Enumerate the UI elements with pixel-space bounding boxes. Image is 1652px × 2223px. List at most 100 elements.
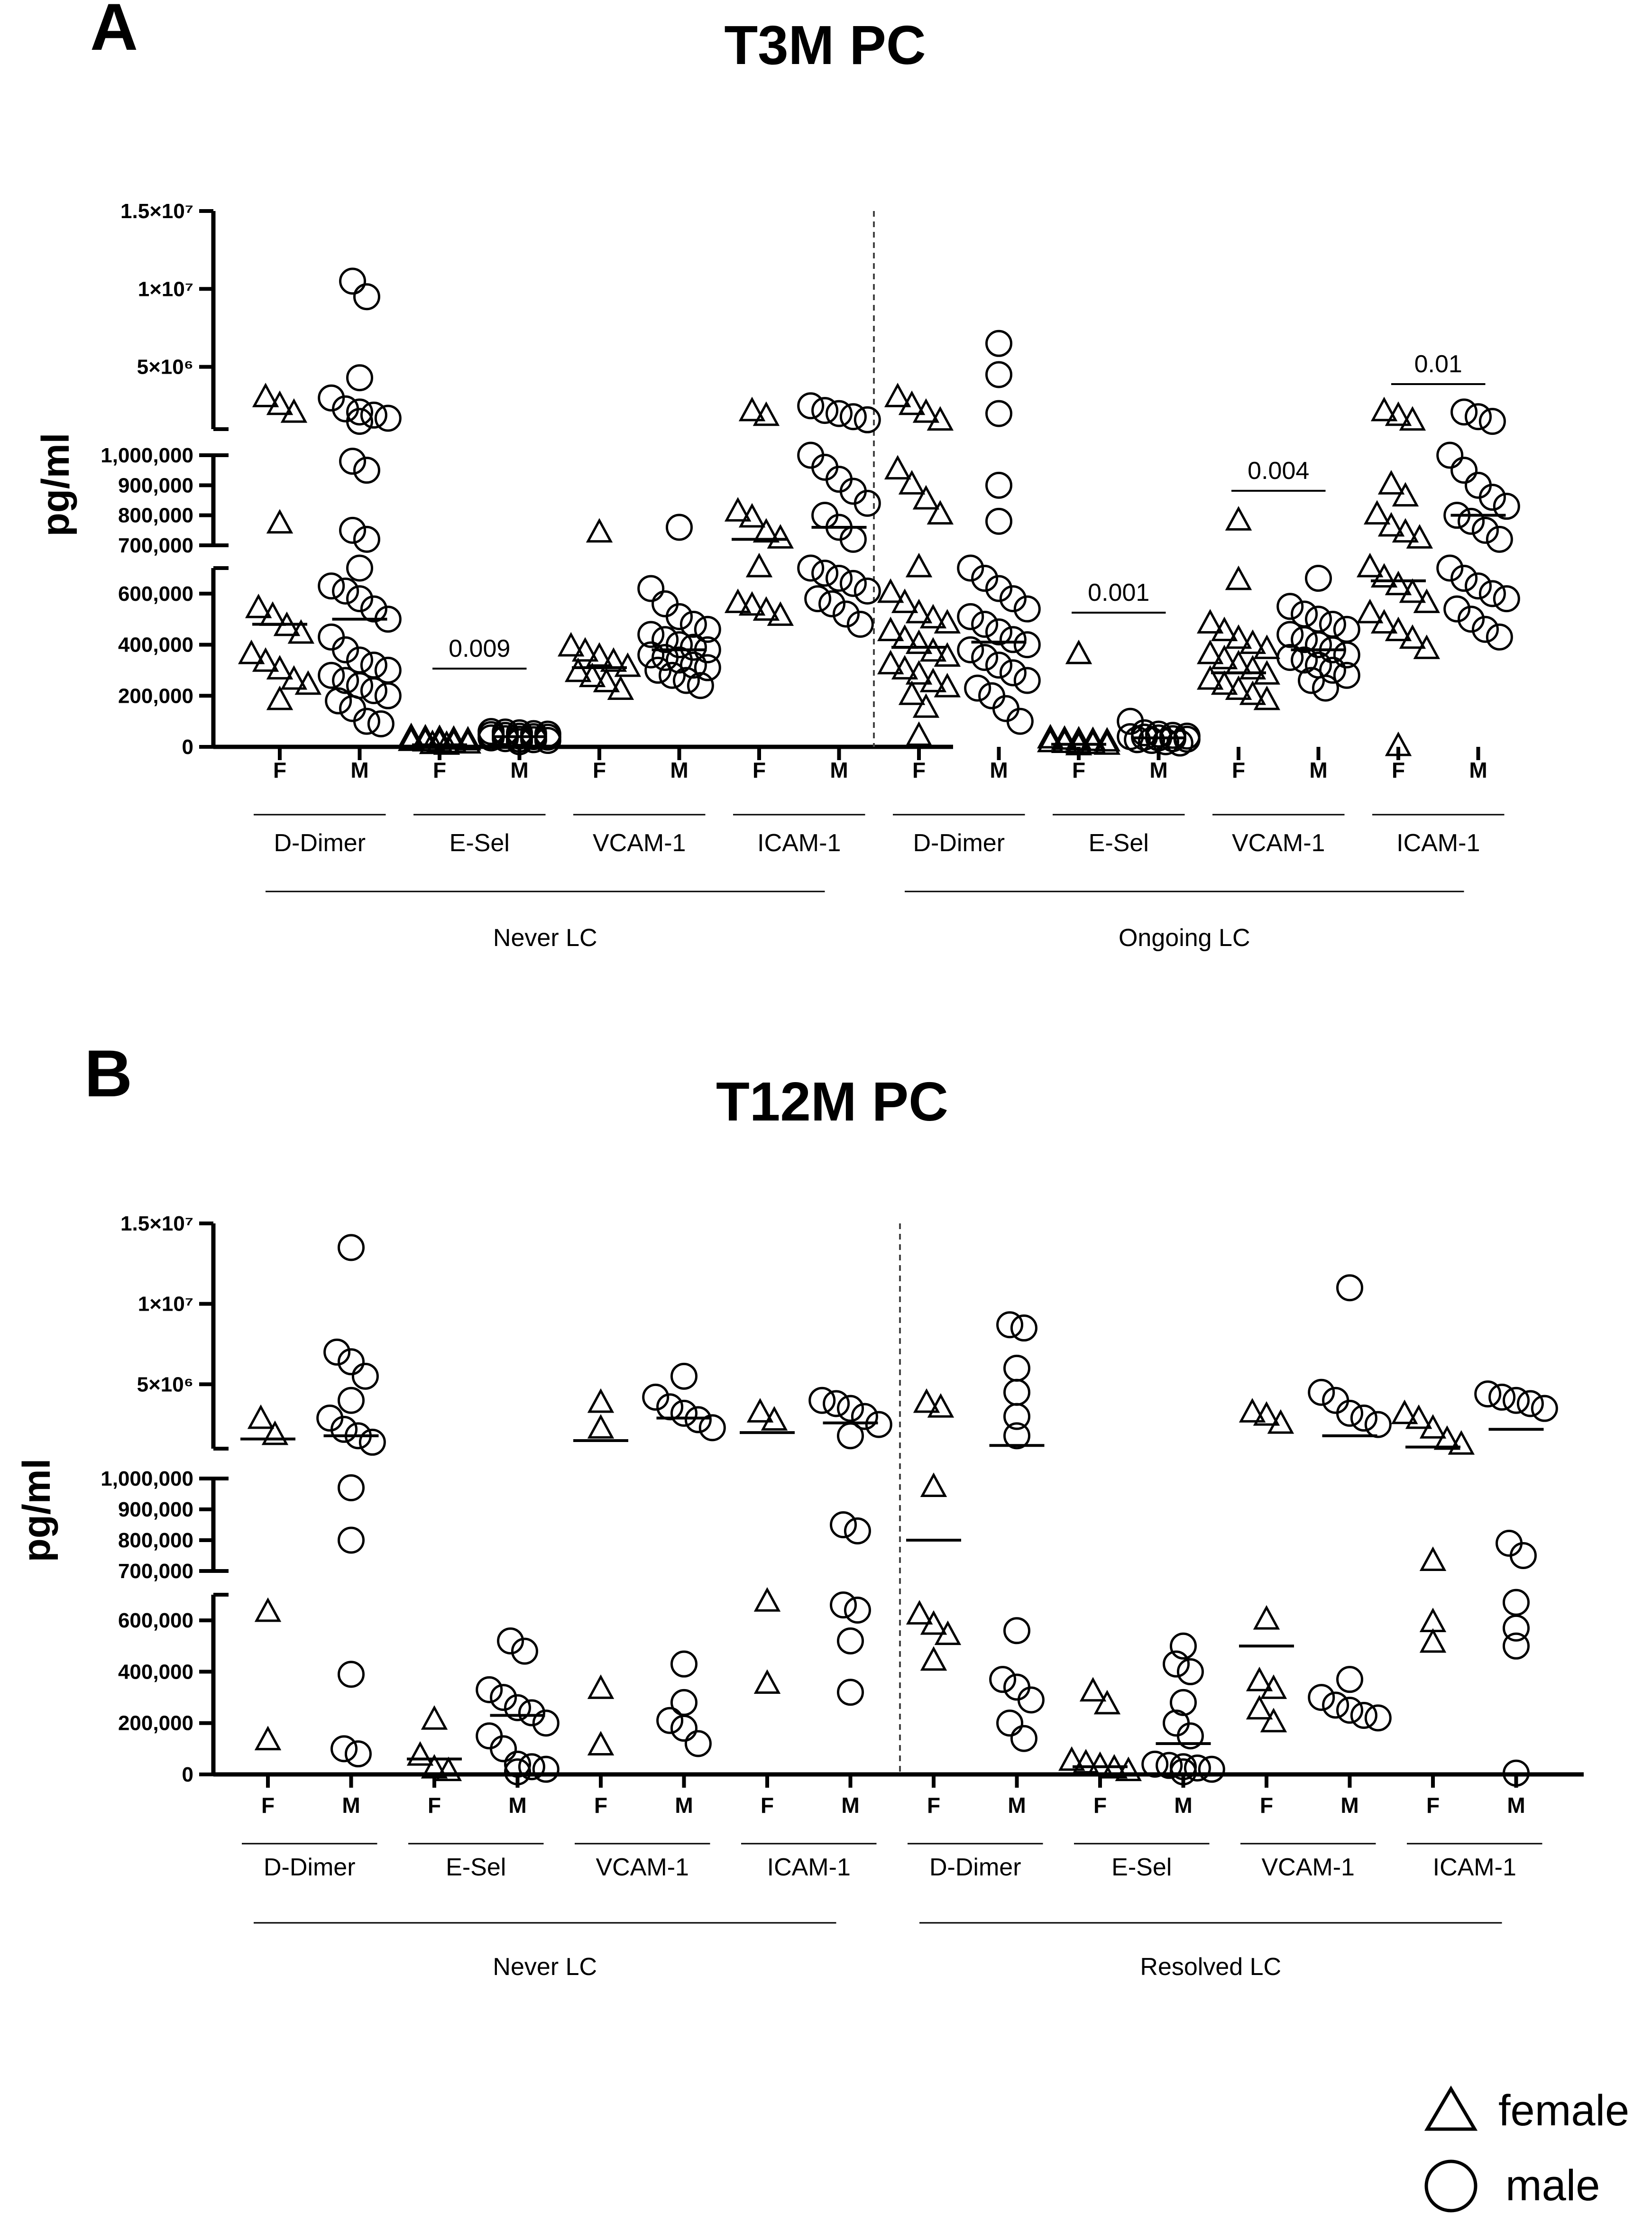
panel-a-never-lc-d-dimer-m-point <box>332 395 359 423</box>
panel-a-category-label-d-dimer: D-Dimer <box>274 829 366 857</box>
panel-a-plot: 0 200,000 400,000 600,000 700,000 800,000 900,… <box>101 200 1520 952</box>
panel-a-x-tick-label-f: F <box>273 758 286 782</box>
panel-a-y-tick-label: 1.5×10⁷ <box>120 200 193 223</box>
panel-a-ongoing-lc-icam-1-m-point <box>1458 606 1485 633</box>
panel-b-resolved-lc-vcam-1-f-point <box>1260 1708 1287 1733</box>
panel-b-resolved-lc-vcam-1-m-point <box>1336 1697 1363 1724</box>
panel-a-never-lc-icam-1-f-point <box>724 497 752 522</box>
panel-b-resolved-lc-e-sel-m-point <box>1163 1709 1190 1737</box>
panel-b-resolved-lc-icam-1-m-point <box>1503 1632 1530 1660</box>
panel-a-never-lc-d-dimer-m-point <box>325 687 352 715</box>
panel-b-y-tick-label: 900,000 <box>118 1498 193 1521</box>
panel-a-never-lc-icam-1-m-point <box>818 590 846 617</box>
panel-b-never-lc-d-dimer-m-point <box>338 1348 365 1376</box>
panel-b-never-lc-e-sel-m-point <box>532 1755 560 1783</box>
panel-a-ongoing-lc-d-dimer-f-point <box>877 578 904 603</box>
panel-a-never-lc-icam-1-m-point <box>826 565 853 592</box>
panel-a-ongoing-lc-vcam-1-f-point <box>1225 506 1252 531</box>
panel-a-ongoing-lc-d-dimer-f-point <box>898 680 926 705</box>
panel-a-ongoing-lc-vcam-1-m-point <box>1291 646 1318 674</box>
panel-a-ongoing-lc-vcam-1-f-point <box>1196 665 1224 690</box>
panel-b-never-lc-icam-1-f-point <box>753 1587 781 1612</box>
panel-a-ongoing-lc-d-dimer-m-point <box>1013 595 1041 623</box>
panel-b-resolved-lc-vcam-1-f-point <box>1267 1409 1294 1434</box>
panel-a-never-lc-e-sel-f-point <box>397 722 425 747</box>
panel-a-ongoing-lc-d-dimer-m-point <box>985 330 1012 357</box>
panel-a-ongoing-lc-icam-1-m-point <box>1486 525 1513 553</box>
panel-a-y-tick-label: 200,000 <box>118 684 193 707</box>
panel-a-ongoing-lc-icam-1-m-point <box>1450 565 1478 592</box>
panel-a-x-tick-label-m: M <box>1149 758 1167 782</box>
panel-a-ongoing-lc-icam-1-f-point <box>1399 578 1426 603</box>
panel-b-resolved-lc-icam-1-f-point <box>1405 1404 1432 1429</box>
panel-a-ongoing-lc-icam-1-m-point <box>1478 580 1506 607</box>
panel-b-resolved-lc-d-dimer-m-point <box>1017 1686 1045 1714</box>
panel-b-never-lc-d-dimer-f-point <box>254 1597 282 1622</box>
panel-a-ongoing-lc-e-sel-m-point <box>1173 722 1201 750</box>
panel-b-resolved-lc-e-sel-m-point <box>1170 1689 1197 1716</box>
panel-a-ongoing-lc-icam-1-f-point <box>1385 616 1412 642</box>
panel-a-ongoing-lc-e-sel-f-point <box>1051 725 1078 750</box>
panel-b-never-lc-icam-1-m-point <box>851 1403 878 1430</box>
panel-a-never-lc-icam-1-m-point <box>811 397 839 424</box>
panel-a-never-lc-d-dimer-m-point <box>339 267 367 295</box>
panel-a-ongoing-lc-icam-1-f-point <box>1399 406 1426 431</box>
panel-a-never-lc-e-sel-f-point <box>440 725 468 750</box>
panel-b-x-tick-label-f: F <box>927 1793 940 1818</box>
panel-b-resolved-lc-d-dimer-f-point <box>906 1600 933 1625</box>
panel-a-x-tick-label-m: M <box>990 758 1008 782</box>
panel-b-y-tick-label: 400,000 <box>118 1660 193 1683</box>
panel-a-never-lc-e-sel-f-point <box>397 726 425 751</box>
panel-a-never-lc-d-dimer-f-point <box>287 619 315 644</box>
panel-b-never-lc-vcam-1-m-point <box>684 1406 712 1433</box>
panel-a-ongoing-lc-icam-1-m-point <box>1436 441 1464 469</box>
panel-a-never-lc-d-dimer-f-point <box>280 398 308 423</box>
panel-b-resolved-lc-e-sel-m-point <box>1141 1750 1169 1778</box>
panel-a-category-label-d-dimer: D-Dimer <box>913 829 1005 857</box>
panel-a-ongoing-lc-d-dimer-m-point <box>985 618 1012 646</box>
panel-b-resolved-lc-icam-1-m-point <box>1509 1542 1537 1569</box>
legend-triangle-icon <box>1424 2085 1478 2131</box>
panel-b-resolved-lc-d-dimer-m-point <box>996 1311 1024 1339</box>
panel-b-never-lc-e-sel-m-point <box>518 1699 545 1727</box>
panel-b-x-tick-label-f: F <box>1260 1793 1273 1818</box>
panel-a-ongoing-lc-icam-1-f-point <box>1363 500 1391 525</box>
panel-a-ongoing-lc-icam-1-m-point <box>1458 507 1485 535</box>
panel-b-never-lc-d-dimer-m-point <box>344 1740 372 1768</box>
panel-a-never-lc-e-sel-m-point <box>477 718 505 745</box>
panel-b-resolved-lc-icam-1-m-point <box>1503 1387 1530 1414</box>
panel-a-never-lc-d-dimer-f-point <box>245 593 272 618</box>
panel-a-never-lc-vcam-1-f-point <box>564 657 592 682</box>
panel-a-never-lc-e-sel-m-point <box>534 720 561 748</box>
panel-a-never-lc-vcam-1-m-point <box>666 603 693 630</box>
panel-a-never-lc-vcam-1-m-point <box>679 652 707 679</box>
panel-b-never-lc-vcam-1-f-point <box>587 1414 615 1439</box>
panel-a-ongoing-lc-icam-1-f-point <box>1356 598 1384 624</box>
panel-b-plot: 0 200,000 400,000 600,000 700,000 800,000 900,… <box>101 1212 1584 1981</box>
panel-a-pvalue-label: 0.01 <box>1414 350 1462 378</box>
panel-a-never-lc-d-dimer-m-point <box>374 656 402 684</box>
panel-a-ongoing-lc-d-dimer-m-point <box>992 695 1019 722</box>
panel-b-category-label-e-sel: E-Sel <box>1111 1854 1172 1881</box>
legend: female male <box>1424 2085 1629 2213</box>
panel-b-never-lc-e-sel-m-point <box>518 1753 545 1781</box>
panel-b-resolved-lc-d-dimer-f-point <box>927 1393 954 1418</box>
panel-b-y-tick-label: 1,000,000 <box>101 1467 193 1490</box>
panel-a-x-tick-label-m: M <box>510 758 528 782</box>
panel-a-never-lc-d-dimer-m-point <box>346 554 373 582</box>
panel-a-never-lc-icam-1-m-point <box>826 400 853 427</box>
panel-a-ongoing-lc-d-dimer-f-point <box>877 616 904 642</box>
panel-b-letter: B <box>84 1036 132 1111</box>
panel-b-y-tick-label: 5×10⁶ <box>137 1373 193 1396</box>
panel-b-resolved-lc-d-dimer-m-point <box>1003 1354 1030 1382</box>
panel-a-ongoing-lc-d-dimer-m-point <box>999 626 1027 653</box>
panel-a-never-lc-d-dimer-m-point <box>346 585 373 613</box>
panel-a-ongoing-lc-icam-1-m-point <box>1493 493 1520 520</box>
panel-b-never-lc-e-sel-m-point <box>511 1637 538 1665</box>
panel-a-x-tick-label-f: F <box>912 758 926 782</box>
panel-b-resolved-lc-e-sel-m-point <box>1198 1755 1225 1783</box>
panel-b-x-tick-label-m: M <box>1507 1793 1525 1818</box>
panel-b-never-lc-vcam-1-m-point <box>642 1383 670 1411</box>
panel-a-category-label-e-sel: E-Sel <box>1089 829 1149 857</box>
panel-b-never-lc-vcam-1-m-point <box>670 1715 698 1742</box>
